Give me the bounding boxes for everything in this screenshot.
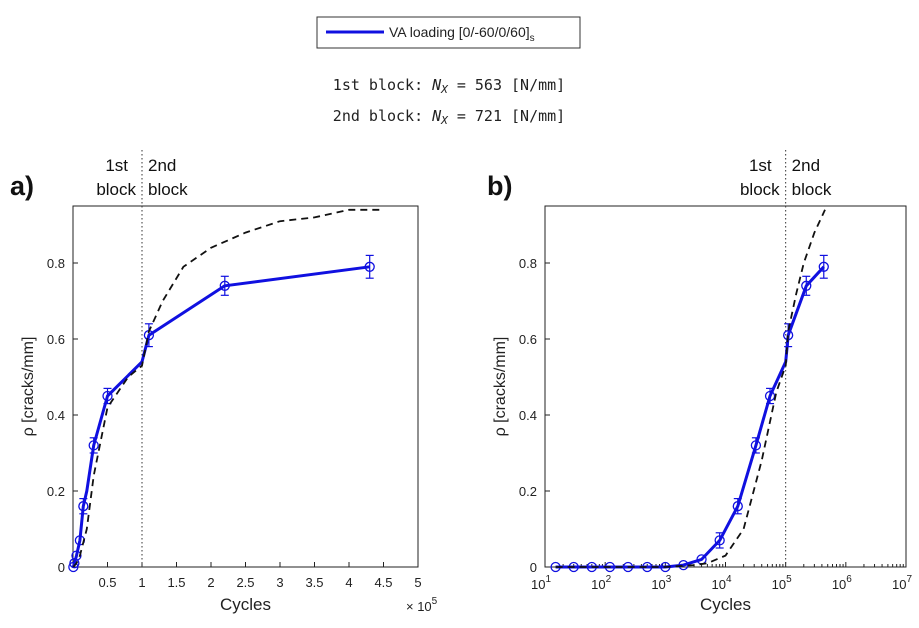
y-tick-label: 0 (530, 560, 537, 575)
y-axis-label: ρ [cracks/mm] (492, 337, 509, 437)
x-tick-label: 2 (207, 575, 214, 590)
x-tick-label: 106 (832, 574, 852, 592)
legend: VA loading [0/-60/0/60]s (316, 16, 581, 49)
info-line-1: 1st block: NX = 563 [N/mm] (333, 76, 565, 96)
data-marker (801, 280, 812, 291)
block-label: block (792, 180, 832, 199)
block-label: block (96, 180, 136, 199)
panel-a-chart: a) 0 0.2 0.4 0.6 0.8 0.5 1 1.5 2 2.5 3 3.5 4 4.5 5 Cycle… (10, 150, 438, 614)
data-marker (764, 390, 776, 402)
axes-frame (544, 205, 907, 568)
y-tick-label: 0.4 (47, 408, 65, 423)
data-marker (88, 440, 99, 451)
x-tick-label: 103 (651, 574, 671, 592)
y-tick-label: 0.2 (519, 484, 537, 499)
x-tick-label: 1 (138, 575, 145, 590)
x-tick-label: 102 (591, 574, 611, 592)
panel-b-chart: b) 0 0.2 0.4 0.6 0.8 101 102 103 104 105 106 107 Cycl… (487, 150, 912, 614)
x-axis-label: Cycles (700, 595, 751, 614)
dashed-series-line (72, 208, 384, 568)
legend-label: VA loading [0/-60/0/60]s (389, 24, 535, 44)
x-tick-label: 104 (711, 574, 731, 592)
dashed-series-line (555, 209, 826, 568)
x-tick-label: 0.5 (98, 575, 116, 590)
axes-frame (72, 205, 419, 568)
x-axis-label: Cycles (220, 595, 271, 614)
x-tick-label: 2.5 (236, 575, 254, 590)
y-tick-label: 0.8 (519, 256, 537, 271)
data-marker (102, 390, 113, 402)
x-tick-label: 5 (414, 575, 421, 590)
y-tick-label: 0.6 (519, 332, 537, 347)
x-tick-label: 4 (345, 575, 352, 590)
x-tick-label: 3.5 (305, 575, 323, 590)
x-tick-label: 3 (276, 575, 283, 590)
data-marker (714, 535, 725, 546)
y-tick-label: 0 (58, 560, 65, 575)
x-tick-label: 105 (772, 574, 792, 592)
panel-label: b) (487, 171, 512, 201)
block-label: block (148, 180, 188, 199)
x-exponent-label: × 105 (406, 596, 438, 614)
y-tick-label: 0.2 (47, 484, 65, 499)
data-marker (219, 280, 230, 291)
info-line-2: 2nd block: NX = 721 [N/mm] (333, 107, 565, 127)
block-label: 2nd (148, 156, 176, 175)
data-marker (78, 501, 89, 512)
data-marker (364, 261, 375, 272)
data-marker (750, 440, 762, 451)
data-marker (818, 261, 829, 272)
data-marker (71, 550, 82, 561)
load-info: 1st block: NX = 563 [N/mm] 2nd block: NX… (333, 76, 565, 127)
block-label: 1st (749, 156, 772, 175)
x-tick-label: 107 (892, 574, 912, 592)
block-label: block (740, 180, 780, 199)
y-axis-label: ρ [cracks/mm] (20, 337, 37, 437)
block-label: 2nd (792, 156, 820, 175)
y-tick-label: 0.6 (47, 332, 65, 347)
y-tick-label: 0.4 (519, 408, 537, 423)
data-marker (732, 501, 743, 512)
series-line (71, 265, 370, 568)
series-line (555, 265, 825, 569)
x-tick-label: 1.5 (167, 575, 185, 590)
y-tick-label: 0.8 (47, 256, 65, 271)
panel-label: a) (10, 171, 34, 201)
data-marker (69, 558, 80, 569)
block-label: 1st (105, 156, 128, 175)
x-tick-label: 101 (531, 574, 551, 592)
x-tick-label: 4.5 (374, 575, 392, 590)
